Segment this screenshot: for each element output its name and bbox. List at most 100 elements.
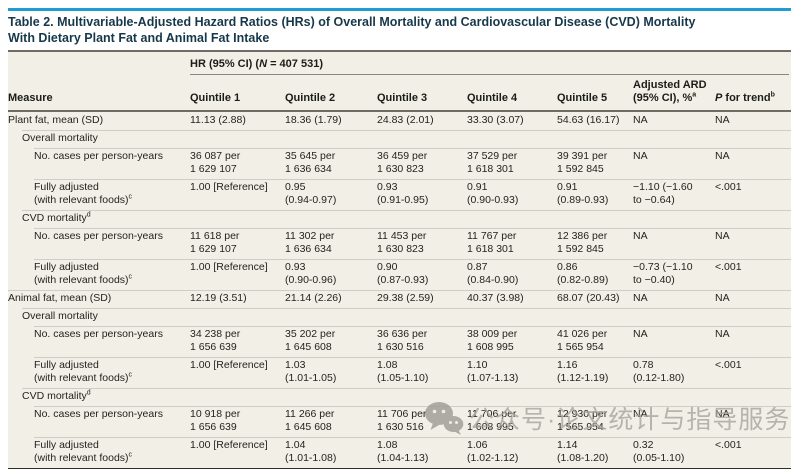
value-cell: 1.08 (1.04-1.13) bbox=[377, 439, 429, 464]
table-title: Table 2. Multivariable-Adjusted Hazard R… bbox=[8, 15, 696, 45]
value-cell: 36 087 per 1 629 107 bbox=[190, 150, 241, 175]
row-divider bbox=[34, 148, 791, 149]
value-cell: NA bbox=[715, 150, 730, 162]
value-cell: 0.90 (0.87-0.93) bbox=[377, 261, 429, 286]
value-cell: 1.08 (1.05-1.10) bbox=[377, 359, 429, 384]
value-cell: 0.86 (0.82-0.89) bbox=[557, 261, 609, 286]
value-cell: 41 026 per 1 565 954 bbox=[557, 328, 608, 353]
row-label: Fully adjusted (with relevant foods)c bbox=[34, 181, 133, 206]
row-footnote-mark: c bbox=[128, 193, 133, 201]
value-cell: 54.63 (16.17) bbox=[557, 114, 620, 126]
value-cell: 1.00 [Reference] bbox=[190, 439, 268, 451]
column-header-measure: Measure bbox=[8, 92, 53, 104]
p-footnote-mark: b bbox=[770, 91, 775, 99]
row-label: Overall mortality bbox=[22, 132, 98, 144]
row-divider bbox=[8, 290, 791, 291]
value-cell: 1.00 [Reference] bbox=[190, 181, 268, 193]
value-cell: 40.37 (3.98) bbox=[467, 292, 524, 304]
p-rest: for trend bbox=[722, 92, 771, 104]
spanner-hr-ci: HR (95% CI) (N = 407 531) bbox=[190, 58, 789, 75]
table-row: No. cases per person-years 36 087 per 1 6… bbox=[8, 148, 791, 179]
table-row: No. cases per person-years 10 918 per 1 6… bbox=[8, 406, 791, 437]
row-label: Fully adjusted (with relevant foods)c bbox=[34, 439, 133, 464]
spanner-n-italic: N bbox=[259, 58, 268, 70]
value-cell: 12.19 (3.51) bbox=[190, 292, 247, 304]
value-cell: NA bbox=[715, 328, 730, 340]
p-italic: P bbox=[715, 92, 723, 104]
table-row: Animal fat, mean (SD) 12.19 (3.51) 21.14 (… bbox=[8, 290, 791, 308]
value-cell: 21.14 (2.26) bbox=[285, 292, 342, 304]
value-cell: NA bbox=[715, 408, 730, 420]
value-cell: 10 918 per 1 656 639 bbox=[190, 408, 241, 433]
table-row: Fully adjusted (with relevant foods)c 1.0… bbox=[8, 437, 791, 468]
ard-footnote-mark: a bbox=[692, 91, 697, 99]
row-divider bbox=[34, 259, 791, 260]
row-footnote-mark: c bbox=[128, 451, 133, 459]
row-label: No. cases per person-years bbox=[34, 408, 163, 420]
value-cell: NA bbox=[633, 114, 648, 126]
value-cell: 0.78 (0.12-1.80) bbox=[633, 359, 685, 384]
value-cell: 33.30 (3.07) bbox=[467, 114, 524, 126]
value-cell: 1.06 (1.02-1.12) bbox=[467, 439, 519, 464]
row-divider bbox=[34, 437, 791, 438]
value-cell: 11 706 per 1 630 516 bbox=[377, 408, 427, 433]
row-divider bbox=[22, 130, 791, 131]
column-header-quintile-4: Quintile 4 bbox=[467, 92, 518, 104]
value-cell: 11 266 per 1 645 608 bbox=[285, 408, 335, 433]
value-cell: 1.00 [Reference] bbox=[190, 359, 268, 371]
value-cell: 0.87 (0.84-0.90) bbox=[467, 261, 519, 286]
row-divider bbox=[34, 179, 791, 180]
row-label: CVD mortalityd bbox=[22, 211, 91, 225]
value-cell: 11 453 per 1 630 823 bbox=[377, 230, 427, 255]
value-cell: 1.14 (1.08-1.20) bbox=[557, 439, 609, 464]
value-cell: 38 009 per 1 608 995 bbox=[467, 328, 518, 353]
table-panel: HR (95% CI) (N = 407 531) Measure Quinti… bbox=[8, 50, 791, 469]
ard-header-text: Adjusted ARD (95% CI), % bbox=[633, 79, 707, 104]
table-body: Plant fat, mean (SD) 11.13 (2.88) 18.36 (1… bbox=[8, 112, 791, 468]
row-divider bbox=[34, 326, 791, 327]
row-label: Overall mortality bbox=[22, 310, 98, 322]
table-row: No. cases per person-years 34 238 per 1 6… bbox=[8, 326, 791, 357]
value-cell: 1.10 (1.07-1.13) bbox=[467, 359, 519, 384]
table-row: Fully adjusted (with relevant foods)c 1.0… bbox=[8, 357, 791, 388]
value-cell: <.001 bbox=[715, 359, 742, 371]
column-header-quintile-1: Quintile 1 bbox=[190, 92, 241, 104]
value-cell: 1.00 [Reference] bbox=[190, 261, 268, 273]
row-footnote-mark: c bbox=[128, 273, 133, 281]
table-row: Fully adjusted (with relevant foods)c 1.0… bbox=[8, 259, 791, 290]
row-label: Plant fat, mean (SD) bbox=[8, 114, 104, 126]
column-header-quintile-3: Quintile 3 bbox=[377, 92, 428, 104]
value-cell: 35 645 per 1 636 634 bbox=[285, 150, 336, 175]
value-cell: 11.13 (2.88) bbox=[190, 114, 246, 126]
row-divider bbox=[34, 406, 791, 407]
value-cell: 12 930 per 1 565 954 bbox=[557, 408, 608, 433]
spanner-text-post: = 407 531) bbox=[267, 58, 323, 70]
table-row: Fully adjusted (with relevant foods)c 1.0… bbox=[8, 179, 791, 210]
value-cell: 11 302 per 1 636 634 bbox=[285, 230, 335, 255]
top-accent-rule bbox=[8, 8, 791, 11]
table-row: Plant fat, mean (SD) 11.13 (2.88) 18.36 (1… bbox=[8, 112, 791, 130]
row-label: No. cases per person-years bbox=[34, 150, 163, 162]
value-cell: −1.10 (−1.60 to −0.64) bbox=[633, 181, 693, 206]
value-cell: 0.32 (0.05-1.10) bbox=[633, 439, 685, 464]
table-section-row: CVD mortalityd bbox=[8, 210, 791, 228]
spanner-text-pre: HR (95% CI) ( bbox=[190, 58, 260, 70]
value-cell: NA bbox=[715, 230, 730, 242]
table-row: No. cases per person-years 11 618 per 1 6… bbox=[8, 228, 791, 259]
value-cell: NA bbox=[715, 292, 730, 304]
value-cell: 34 238 per 1 656 639 bbox=[190, 328, 241, 353]
value-cell: NA bbox=[715, 114, 730, 126]
row-divider bbox=[22, 210, 791, 211]
value-cell: NA bbox=[633, 408, 648, 420]
value-cell: 39 391 per 1 592 845 bbox=[557, 150, 608, 175]
value-cell: NA bbox=[633, 292, 648, 304]
table-section-row: Overall mortality bbox=[8, 308, 791, 326]
table-section-row: CVD mortalityd bbox=[8, 388, 791, 406]
value-cell: <.001 bbox=[715, 439, 742, 451]
row-label: No. cases per person-years bbox=[34, 230, 163, 242]
value-cell: 11 706 per 1 608 995 bbox=[467, 408, 517, 433]
row-footnote-mark: d bbox=[86, 389, 91, 397]
value-cell: −0.73 (−1.10 to −0.40) bbox=[633, 261, 693, 286]
column-header-p-for-trend: P for trendb bbox=[715, 91, 791, 105]
